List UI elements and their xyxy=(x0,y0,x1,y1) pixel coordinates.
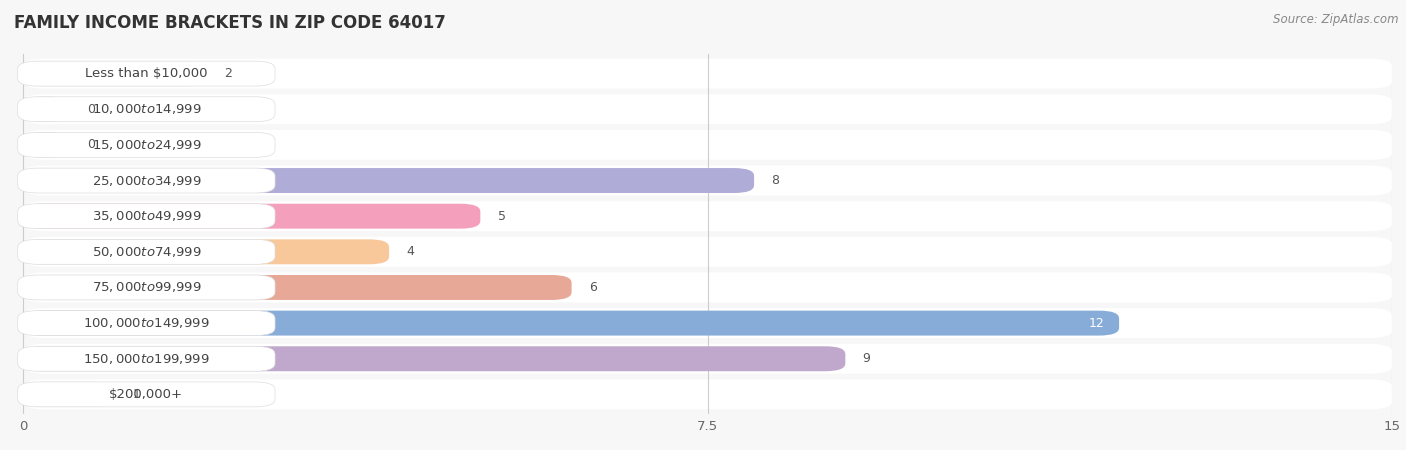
Text: 4: 4 xyxy=(406,245,415,258)
Text: $25,000 to $34,999: $25,000 to $34,999 xyxy=(91,174,201,188)
FancyBboxPatch shape xyxy=(22,344,1393,374)
FancyBboxPatch shape xyxy=(22,201,1393,231)
Text: $50,000 to $74,999: $50,000 to $74,999 xyxy=(91,245,201,259)
FancyBboxPatch shape xyxy=(22,204,481,229)
FancyBboxPatch shape xyxy=(22,94,1393,124)
Text: 5: 5 xyxy=(498,210,506,223)
FancyBboxPatch shape xyxy=(18,97,276,122)
Text: Source: ZipAtlas.com: Source: ZipAtlas.com xyxy=(1274,14,1399,27)
Text: $100,000 to $149,999: $100,000 to $149,999 xyxy=(83,316,209,330)
FancyBboxPatch shape xyxy=(22,275,572,300)
Text: 8: 8 xyxy=(772,174,779,187)
FancyBboxPatch shape xyxy=(18,275,276,300)
FancyBboxPatch shape xyxy=(22,237,1393,267)
Text: 0: 0 xyxy=(87,139,96,151)
Text: 1: 1 xyxy=(132,388,141,401)
FancyBboxPatch shape xyxy=(22,58,1393,89)
FancyBboxPatch shape xyxy=(22,382,115,407)
FancyBboxPatch shape xyxy=(22,168,754,193)
Text: FAMILY INCOME BRACKETS IN ZIP CODE 64017: FAMILY INCOME BRACKETS IN ZIP CODE 64017 xyxy=(14,14,446,32)
FancyBboxPatch shape xyxy=(18,346,276,371)
Text: $10,000 to $14,999: $10,000 to $14,999 xyxy=(91,102,201,116)
Text: 9: 9 xyxy=(863,352,870,365)
FancyBboxPatch shape xyxy=(22,308,1393,338)
Text: $150,000 to $199,999: $150,000 to $199,999 xyxy=(83,352,209,366)
FancyBboxPatch shape xyxy=(22,379,1393,410)
FancyBboxPatch shape xyxy=(22,97,70,122)
FancyBboxPatch shape xyxy=(18,310,276,336)
FancyBboxPatch shape xyxy=(18,239,276,264)
FancyBboxPatch shape xyxy=(22,166,1393,195)
Text: 2: 2 xyxy=(224,67,232,80)
FancyBboxPatch shape xyxy=(18,132,276,157)
FancyBboxPatch shape xyxy=(22,61,207,86)
Text: $35,000 to $49,999: $35,000 to $49,999 xyxy=(91,209,201,223)
Text: 12: 12 xyxy=(1088,317,1105,329)
Text: Less than $10,000: Less than $10,000 xyxy=(86,67,208,80)
Text: $15,000 to $24,999: $15,000 to $24,999 xyxy=(91,138,201,152)
FancyBboxPatch shape xyxy=(22,130,1393,160)
FancyBboxPatch shape xyxy=(22,239,389,264)
FancyBboxPatch shape xyxy=(22,273,1393,302)
FancyBboxPatch shape xyxy=(18,168,276,193)
FancyBboxPatch shape xyxy=(18,204,276,229)
FancyBboxPatch shape xyxy=(18,382,276,407)
FancyBboxPatch shape xyxy=(22,346,845,371)
FancyBboxPatch shape xyxy=(22,132,70,157)
Text: 0: 0 xyxy=(87,103,96,116)
Text: $75,000 to $99,999: $75,000 to $99,999 xyxy=(91,280,201,294)
Text: $200,000+: $200,000+ xyxy=(110,388,183,401)
FancyBboxPatch shape xyxy=(18,61,276,86)
Text: 6: 6 xyxy=(589,281,596,294)
FancyBboxPatch shape xyxy=(22,310,1119,336)
